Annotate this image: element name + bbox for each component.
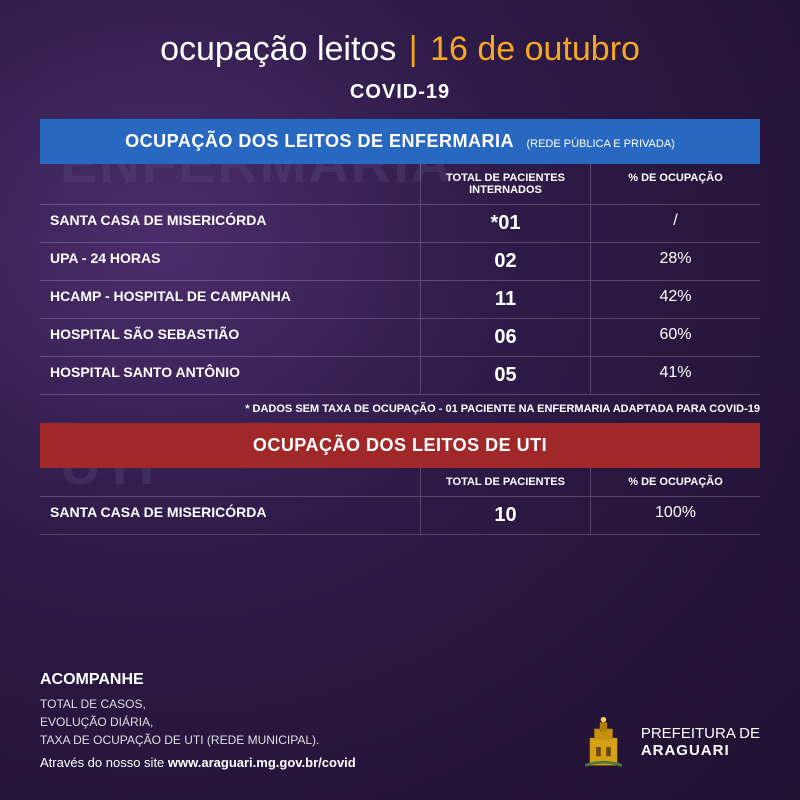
row-occupancy: 28%: [590, 243, 760, 280]
row-patients: *01: [420, 205, 590, 242]
enfermaria-subtitle: (REDE PÚBLICA E PRIVADA): [526, 138, 674, 150]
row-occupancy: 60%: [590, 319, 760, 356]
footer-title: ACOMPANHE: [40, 671, 356, 689]
enfermaria-rows: SANTA CASA DE MISERICÓRDA*01/UPA - 24 HO…: [40, 205, 760, 395]
row-name: UPA - 24 HORAS: [40, 243, 420, 280]
row-patients: 05: [420, 357, 590, 394]
footer-line3: TAXA DE OCUPAÇÃO DE UTI (REDE MUNICIPAL)…: [40, 731, 356, 749]
uti-col-name-blank: [40, 468, 420, 496]
footer-left: ACOMPANHE TOTAL DE CASOS, EVOLUÇÃO DIÁRI…: [40, 671, 356, 770]
table-row: SANTA CASA DE MISERICÓRDA10100%: [40, 497, 760, 535]
col-occupancy-header: % DE OCUPAÇÃO: [590, 164, 760, 204]
footer-line1: TOTAL DE CASOS,: [40, 695, 356, 713]
title-main: ocupação leitos: [160, 30, 396, 68]
row-occupancy: /: [590, 205, 760, 242]
row-patients: 06: [420, 319, 590, 356]
row-name: HOSPITAL SANTO ANTÔNIO: [40, 357, 420, 394]
enfermaria-footnote: * DADOS SEM TAXA DE OCUPAÇÃO - 01 PACIEN…: [0, 403, 760, 415]
footer-site-prefix: Através do nosso site: [40, 755, 168, 770]
enfermaria-table: OCUPAÇÃO DOS LEITOS DE ENFERMARIA (REDE …: [40, 119, 760, 395]
city-logo-icon: [576, 715, 631, 770]
table-row: HOSPITAL SÃO SEBASTIÃO0660%: [40, 319, 760, 357]
title-date: 16 de outubro: [430, 30, 640, 68]
logo-text-top: PREFEITURA DE: [641, 726, 760, 743]
row-name: HOSPITAL SÃO SEBASTIÃO: [40, 319, 420, 356]
uti-col-headers: TOTAL DE PACIENTES % DE OCUPAÇÃO: [40, 468, 760, 497]
subtitle: COVID-19: [0, 81, 800, 104]
table-row: HCAMP - HOSPITAL DE CAMPANHA1142%: [40, 281, 760, 319]
logo-text: PREFEITURA DE ARAGUARI: [641, 726, 760, 759]
table-row: HOSPITAL SANTO ANTÔNIO0541%: [40, 357, 760, 395]
uti-col-occupancy-header: % DE OCUPAÇÃO: [590, 468, 760, 496]
table-row: UPA - 24 HORAS0228%: [40, 243, 760, 281]
header: ocupação leitos | 16 de outubro COVID-19: [0, 0, 800, 119]
col-patients-header: TOTAL DE PACIENTES INTERNADOS: [420, 164, 590, 204]
row-name: SANTA CASA DE MISERICÓRDA: [40, 497, 420, 534]
footer: ACOMPANHE TOTAL DE CASOS, EVOLUÇÃO DIÁRI…: [40, 671, 760, 770]
uti-table: OCUPAÇÃO DOS LEITOS DE UTI TOTAL DE PACI…: [40, 423, 760, 535]
row-patients: 11: [420, 281, 590, 318]
row-patients: 02: [420, 243, 590, 280]
uti-title: OCUPAÇÃO DOS LEITOS DE UTI: [253, 435, 547, 456]
footer-site: Através do nosso site www.araguari.mg.go…: [40, 755, 356, 770]
enfermaria-title: OCUPAÇÃO DOS LEITOS DE ENFERMARIA: [125, 131, 514, 152]
enfermaria-col-headers: TOTAL DE PACIENTES INTERNADOS % DE OCUPA…: [40, 164, 760, 205]
enfermaria-header: OCUPAÇÃO DOS LEITOS DE ENFERMARIA (REDE …: [40, 119, 760, 164]
footer-lines: TOTAL DE CASOS, EVOLUÇÃO DIÁRIA, TAXA DE…: [40, 695, 356, 749]
footer-site-url: www.araguari.mg.gov.br/covid: [168, 755, 356, 770]
logo-text-bottom: ARAGUARI: [641, 743, 760, 760]
row-name: SANTA CASA DE MISERICÓRDA: [40, 205, 420, 242]
row-name: HCAMP - HOSPITAL DE CAMPANHA: [40, 281, 420, 318]
uti-rows: SANTA CASA DE MISERICÓRDA10100%: [40, 497, 760, 535]
row-occupancy: 100%: [590, 497, 760, 534]
col-name-blank: [40, 164, 420, 204]
row-occupancy: 42%: [590, 281, 760, 318]
table-row: SANTA CASA DE MISERICÓRDA*01/: [40, 205, 760, 243]
footer-right: PREFEITURA DE ARAGUARI: [576, 715, 760, 770]
row-patients: 10: [420, 497, 590, 534]
title-divider: |: [401, 30, 426, 68]
footer-line2: EVOLUÇÃO DIÁRIA,: [40, 713, 356, 731]
title-row: ocupação leitos | 16 de outubro: [0, 30, 800, 69]
uti-header: OCUPAÇÃO DOS LEITOS DE UTI: [40, 423, 760, 468]
uti-col-patients-header: TOTAL DE PACIENTES: [420, 468, 590, 496]
row-occupancy: 41%: [590, 357, 760, 394]
